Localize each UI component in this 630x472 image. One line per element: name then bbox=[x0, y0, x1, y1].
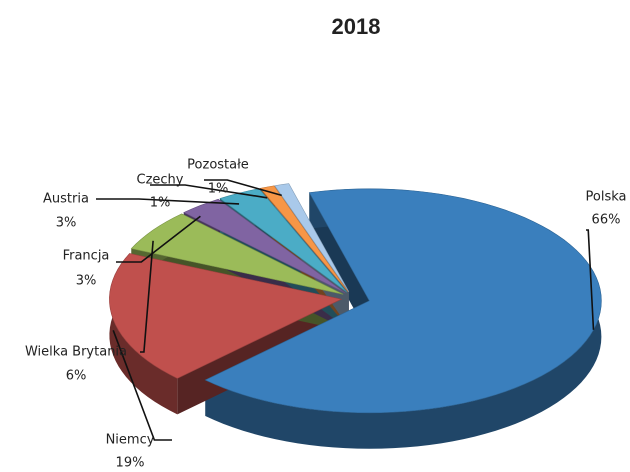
value-label: 1% bbox=[208, 182, 229, 197]
leader-line bbox=[112, 330, 172, 441]
value-label: 1% bbox=[150, 196, 171, 211]
slice bbox=[109, 253, 343, 379]
slice-wall bbox=[309, 192, 370, 337]
category-label: Wielka Brytania bbox=[25, 345, 127, 360]
leader-line bbox=[204, 179, 282, 197]
leader-line bbox=[116, 215, 201, 263]
category-label: Polska bbox=[586, 190, 627, 205]
leader-line bbox=[586, 229, 595, 330]
category-label: Czechy bbox=[137, 173, 184, 188]
slice bbox=[183, 198, 346, 294]
slice-side bbox=[205, 188, 602, 449]
value-label: 3% bbox=[76, 274, 97, 289]
slice bbox=[274, 183, 350, 292]
labels: Polska 66% Niemcy 19% Wielka Brytania 6% Franc… bbox=[25, 158, 627, 471]
pie-tops bbox=[109, 183, 602, 414]
slice bbox=[130, 213, 344, 295]
category-label: Austria bbox=[43, 192, 89, 207]
value-label: 6% bbox=[66, 369, 87, 384]
category-label: Francja bbox=[63, 249, 110, 264]
leader-line bbox=[96, 198, 240, 205]
value-label: 3% bbox=[56, 216, 77, 231]
category-label: Pozostałe bbox=[187, 158, 249, 173]
leader-line bbox=[140, 240, 154, 353]
value-label: 66% bbox=[592, 213, 621, 228]
leader-line bbox=[150, 184, 268, 199]
chart-title: 2018 bbox=[332, 14, 381, 39]
category-label: Niemcy bbox=[106, 433, 155, 448]
value-label: 19% bbox=[116, 456, 145, 471]
slice bbox=[259, 185, 349, 293]
slice-side bbox=[109, 253, 178, 415]
